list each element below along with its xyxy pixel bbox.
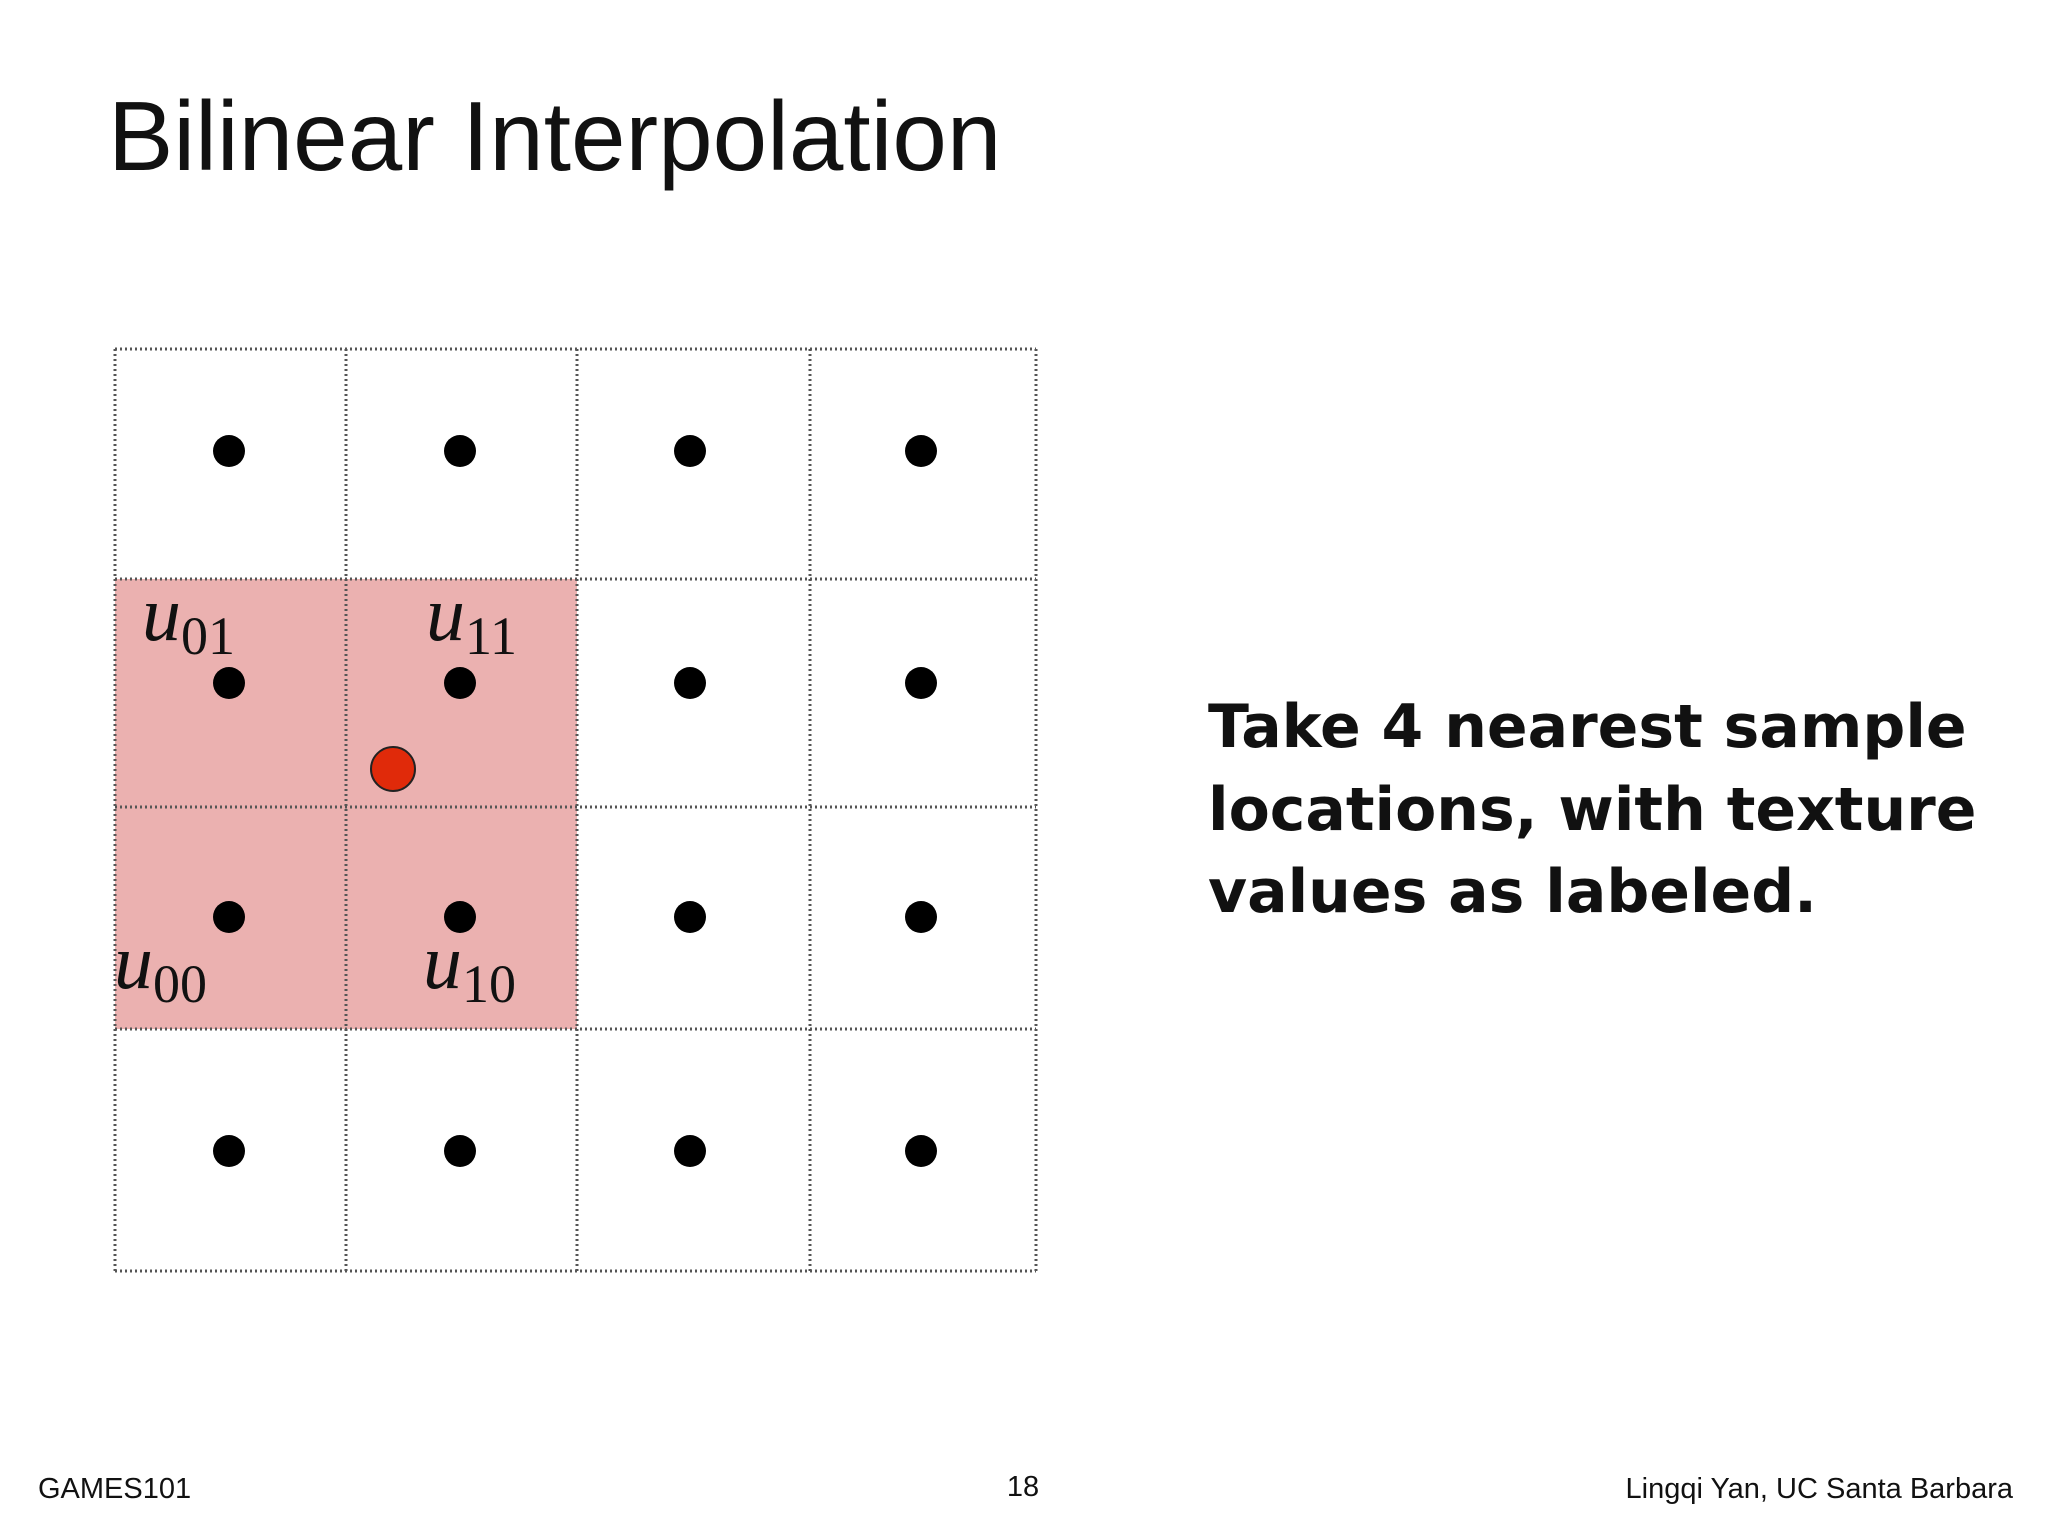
sample-dots — [213, 435, 937, 1167]
sample-dot — [905, 435, 937, 467]
sample-dot — [444, 667, 476, 699]
sample-labels: u01 u11 u00 u10 — [114, 570, 517, 1014]
sample-dot — [674, 667, 706, 699]
footer-author: Lingqi Yan, UC Santa Barbara — [1626, 1473, 2014, 1505]
sample-grid — [113, 347, 1038, 1273]
sample-dot — [213, 1135, 245, 1167]
sample-dot — [444, 435, 476, 467]
sample-dot — [905, 1135, 937, 1167]
label-u00: u00 — [114, 918, 207, 1014]
sample-dot — [905, 667, 937, 699]
grid-lines — [113, 347, 1038, 1273]
body-line: Take 4 nearest sample — [1208, 692, 1967, 762]
body-line: values as labeled. — [1208, 857, 1817, 927]
label-u10: u10 — [423, 918, 516, 1014]
body-text: Take 4 nearest sample locations, with te… — [1208, 692, 1976, 927]
body-line: locations, with texture — [1208, 775, 1976, 845]
sample-dot — [213, 901, 245, 933]
slide-title: Bilinear Interpolation — [108, 81, 1001, 191]
sample-dot — [444, 1135, 476, 1167]
label-u11: u11 — [426, 570, 517, 666]
sample-dot — [674, 901, 706, 933]
footer-course: GAMES101 — [38, 1473, 191, 1505]
sample-dot — [674, 435, 706, 467]
sample-dot — [444, 901, 476, 933]
sample-dot — [213, 667, 245, 699]
sample-dot — [213, 435, 245, 467]
sample-dot — [674, 1135, 706, 1167]
page-number: 18 — [1007, 1471, 1039, 1503]
label-u01: u01 — [142, 570, 235, 666]
query-point — [370, 746, 416, 792]
sample-dot — [905, 901, 937, 933]
